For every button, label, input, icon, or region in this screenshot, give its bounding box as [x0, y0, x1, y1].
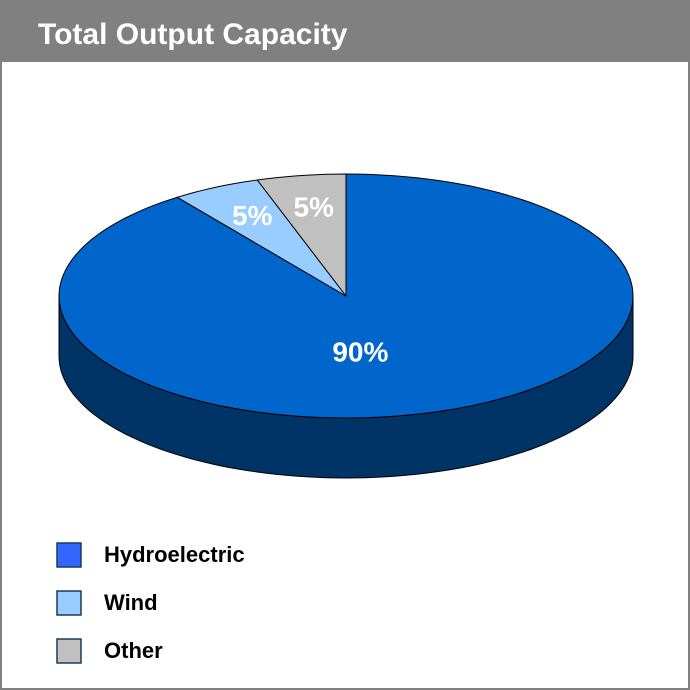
- legend-label: Other: [104, 638, 163, 663]
- data-label: 5%: [293, 192, 334, 223]
- legend-swatch: [56, 590, 82, 616]
- pie-slice: [256, 173, 347, 298]
- pie-slice: [176, 179, 347, 297]
- data-label: 90%: [332, 336, 388, 367]
- legend-label: Wind: [104, 590, 158, 615]
- header: [0, 0, 690, 62]
- legend-swatch: [56, 638, 82, 664]
- legend-swatch: [56, 542, 82, 568]
- legend-label: Hydroelectric: [104, 542, 245, 567]
- data-label: 5%: [232, 200, 273, 231]
- chart-title: Total Output Capacity: [38, 18, 348, 51]
